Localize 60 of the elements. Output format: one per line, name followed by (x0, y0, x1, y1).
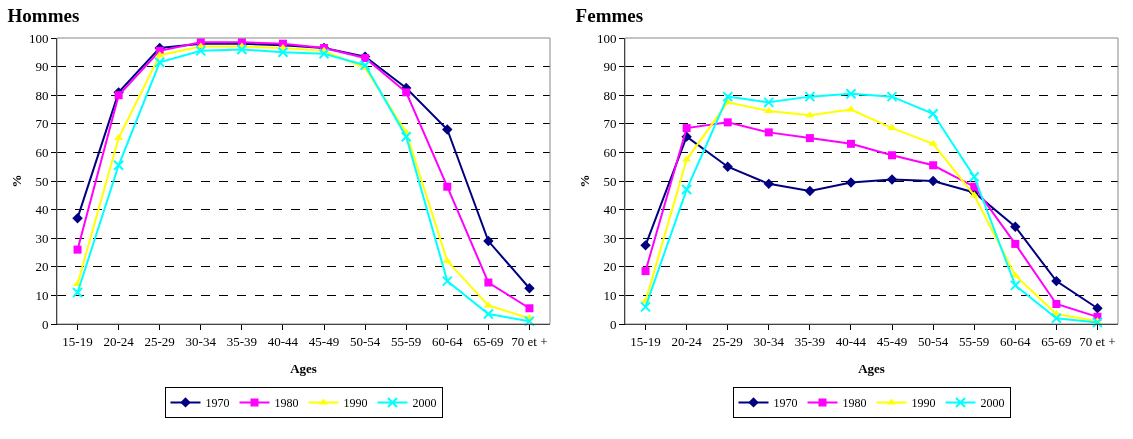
x-tick-label: 30-34 (185, 333, 217, 349)
y-tick-label: 60 (603, 144, 617, 160)
y-tick-label: 70 (35, 116, 49, 132)
x-tick-label: 35-39 (226, 333, 258, 349)
legend-label: 1970 (205, 396, 230, 411)
chart-title: Femmes (575, 4, 644, 26)
x-tick-label: 60-64 (1000, 333, 1031, 349)
y-tick-label: 40 (603, 202, 617, 218)
chart-title: Hommes (7, 4, 80, 26)
x-tick-label: 70 et + (511, 333, 548, 349)
y-tick-label: 30 (35, 230, 49, 246)
y-tick-label: 10 (603, 287, 617, 303)
x-tick-label: 15-19 (62, 333, 93, 349)
x-axis-title: Ages (290, 361, 317, 376)
x-tick-label: 60-64 (432, 333, 463, 349)
y-tick-label: 100 (28, 30, 49, 46)
legend-label: 1980 (274, 396, 299, 411)
x-tick-label: 30-34 (753, 333, 785, 349)
legend-label: 1990 (343, 396, 368, 411)
legend-label: 1980 (842, 396, 867, 411)
legend-label: 1970 (773, 396, 798, 411)
x-tick-label: 45-49 (308, 333, 340, 349)
x-tick-label: 15-19 (630, 333, 661, 349)
legend-label: 2000 (980, 396, 1005, 411)
x-tick-label: 45-49 (876, 333, 908, 349)
x-tick-label: 40-44 (835, 333, 867, 349)
legend-label: 2000 (412, 396, 437, 411)
x-tick-label: 20-24 (671, 333, 703, 349)
x-tick-label: 65-69 (473, 333, 504, 349)
legend-label: 1990 (911, 396, 936, 411)
x-tick-label: 25-29 (712, 333, 743, 349)
y-tick-label: 90 (35, 59, 49, 75)
y-tick-label: 50 (603, 173, 617, 189)
y-tick-label: 80 (603, 87, 617, 103)
y-tick-label: 90 (603, 59, 617, 75)
y-tick-label: 30 (603, 230, 617, 246)
y-tick-label: 80 (35, 87, 49, 103)
y-tick-label: 70 (603, 116, 617, 132)
x-tick-label: 70 et + (1079, 333, 1116, 349)
y-tick-label: 10 (35, 287, 49, 303)
x-tick-label: 35-39 (794, 333, 826, 349)
y-tick-label: 60 (35, 144, 49, 160)
x-tick-label: 65-69 (1041, 333, 1072, 349)
y-tick-label: 40 (35, 202, 49, 218)
x-tick-label: 55-59 (391, 333, 422, 349)
x-tick-label: 20-24 (103, 333, 135, 349)
x-tick-label: 55-59 (959, 333, 990, 349)
y-tick-label: 20 (603, 259, 617, 275)
y-tick-label: 20 (35, 259, 49, 275)
y-tick-label: 100 (596, 30, 617, 46)
y-tick-label: 50 (35, 173, 49, 189)
x-tick-label: 25-29 (144, 333, 175, 349)
y-axis-title: % (576, 174, 592, 188)
x-tick-label: 40-44 (267, 333, 299, 349)
x-axis-title: Ages (858, 361, 885, 376)
y-tick-label: 0 (609, 316, 617, 332)
x-tick-label: 50-54 (349, 333, 381, 349)
y-axis-title: % (8, 174, 24, 188)
y-tick-label: 0 (41, 316, 49, 332)
x-tick-label: 50-54 (917, 333, 949, 349)
